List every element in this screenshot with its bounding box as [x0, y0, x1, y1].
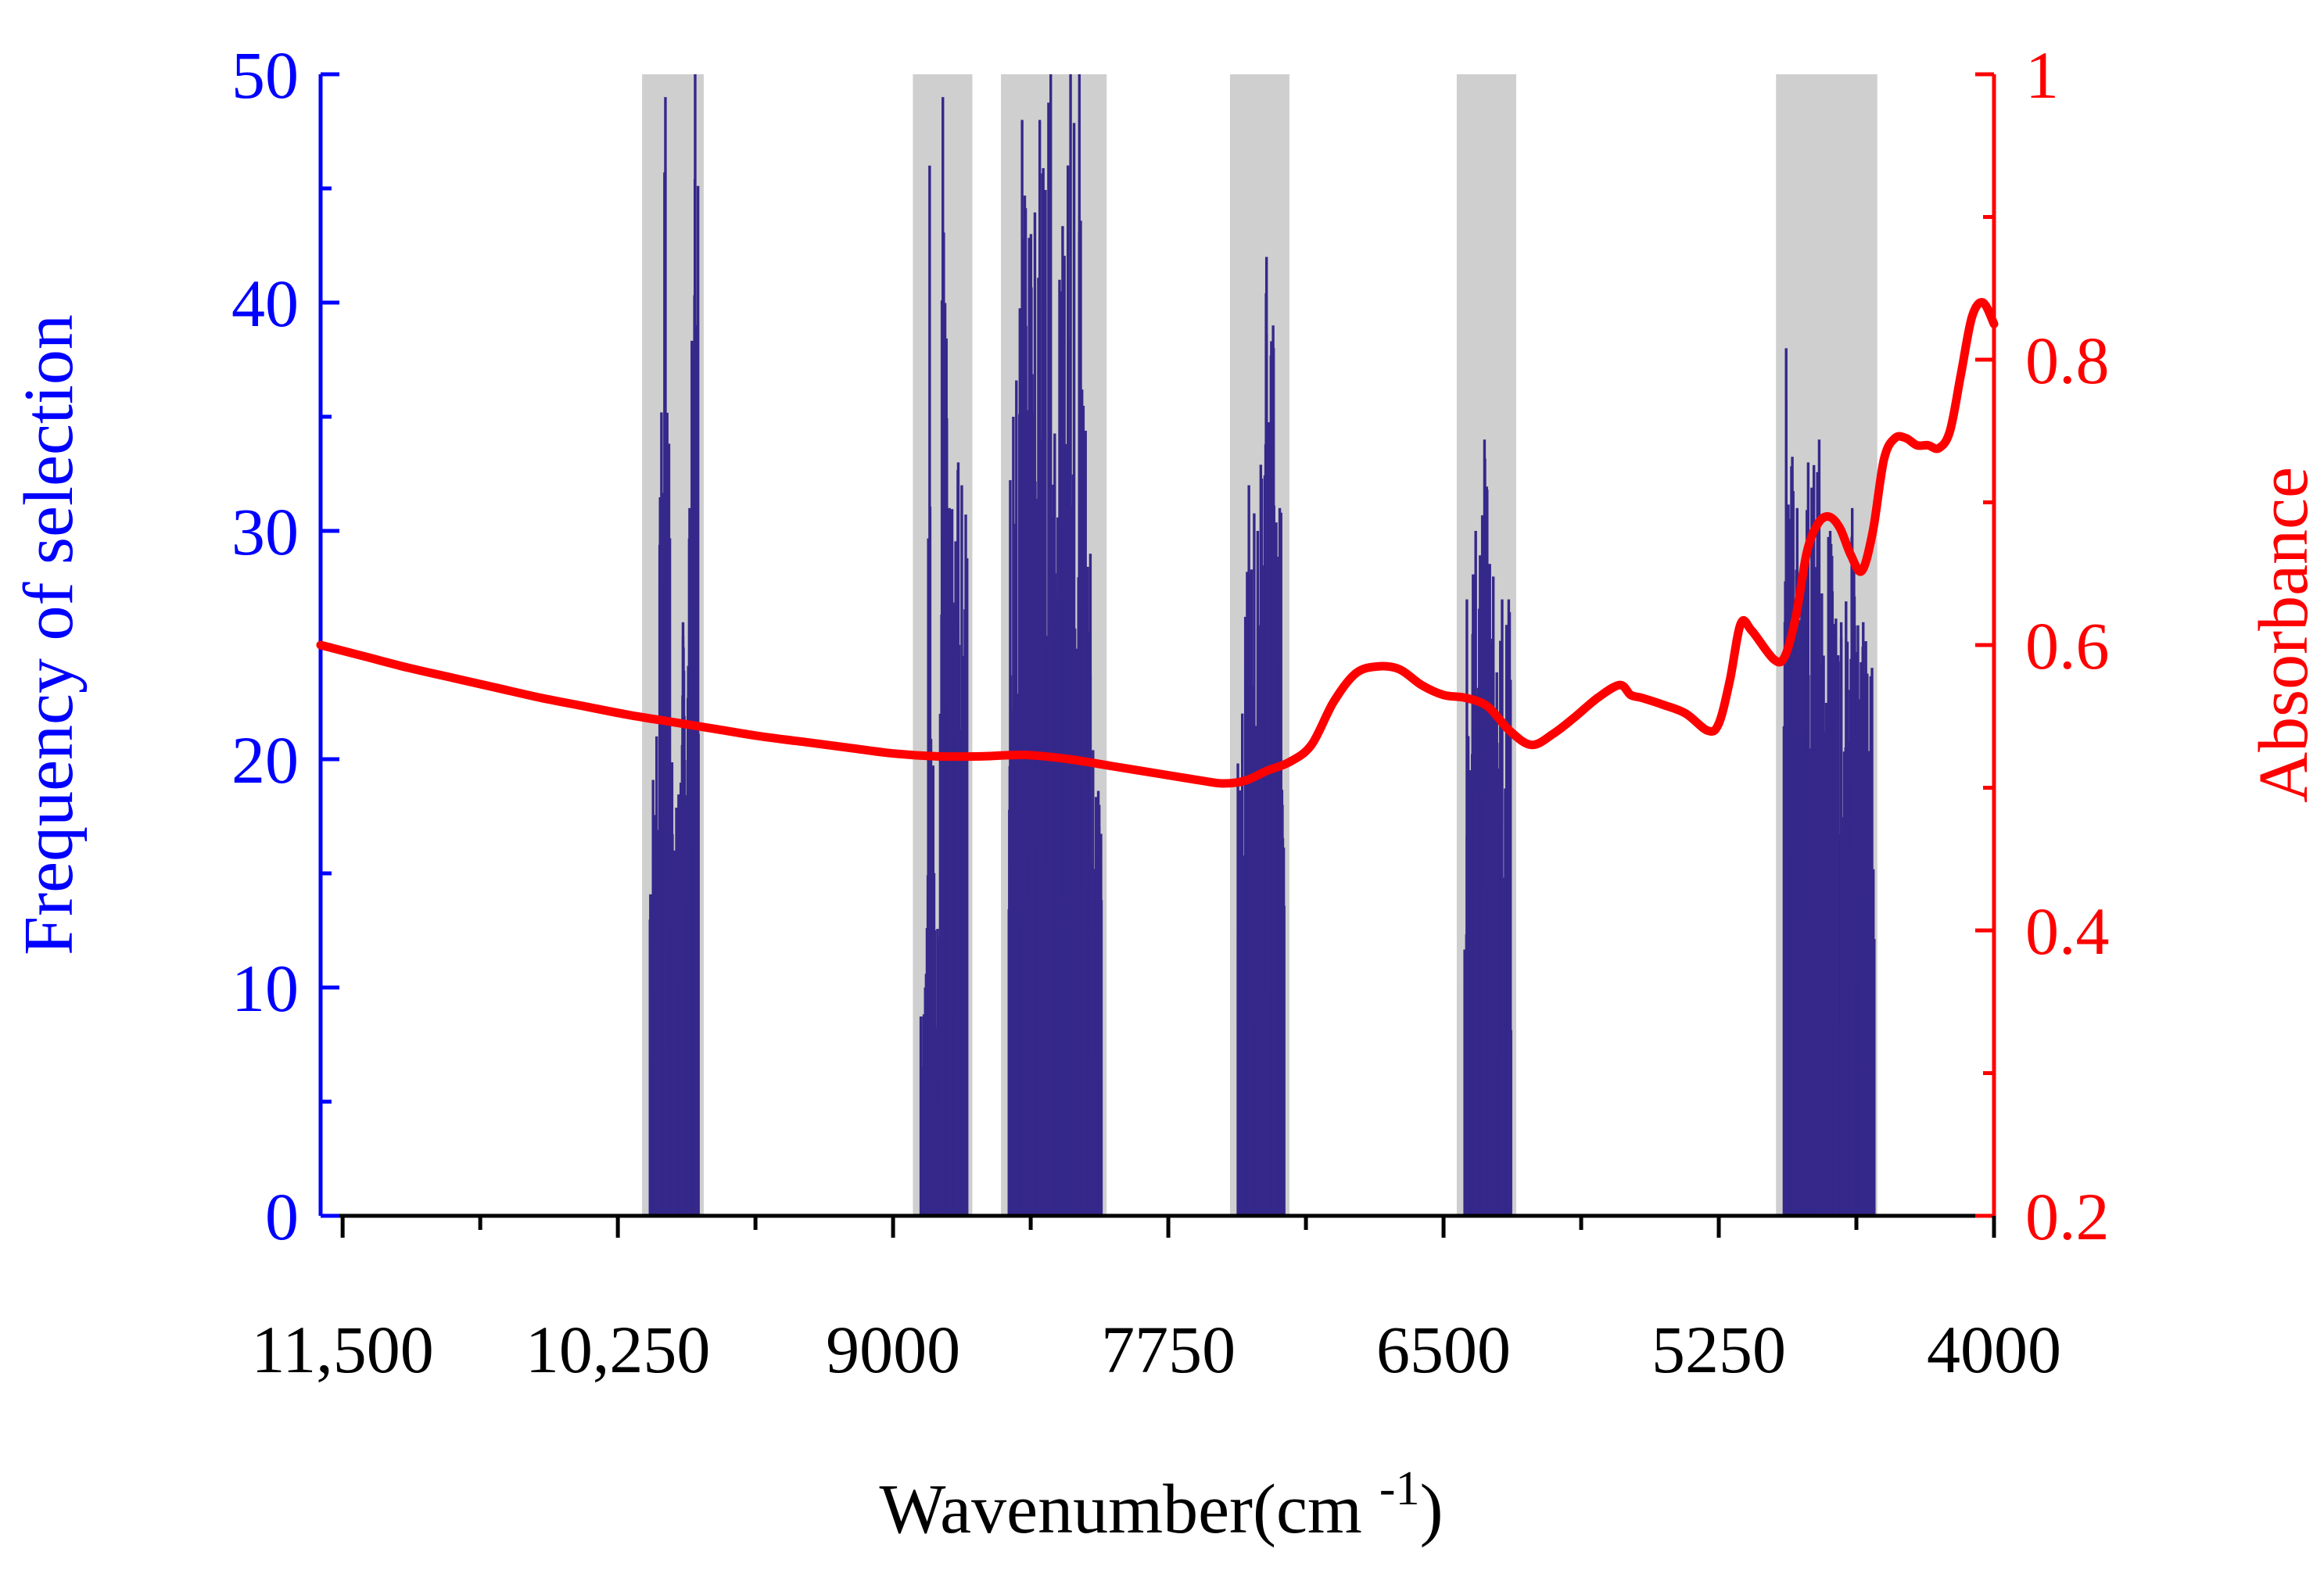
frequency-bar-peak — [1012, 417, 1015, 1216]
x-tick-label: 6500 — [1376, 1312, 1511, 1387]
frequency-bar-peak — [1465, 599, 1469, 1216]
y-left-tick-label: 20 — [231, 722, 299, 798]
frequency-bar-peak — [672, 850, 676, 1216]
y-right-tick-label: 0.2 — [2025, 1179, 2110, 1254]
x-tick-label: 4000 — [1927, 1312, 2061, 1387]
frequency-bar-peak — [1038, 120, 1042, 1216]
y-left-tick-label: 0 — [265, 1179, 299, 1254]
x-tick-label: 10,250 — [525, 1312, 711, 1387]
frequency-bar — [1812, 464, 1816, 1216]
frequency-bar — [1282, 905, 1286, 1216]
frequency-bar-peak — [956, 462, 960, 1216]
frequency-bar — [1509, 1030, 1512, 1216]
bar-group-5 — [1463, 439, 1512, 1216]
frequency-bar-peak — [1049, 74, 1053, 1216]
x-tick-label: 9000 — [826, 1312, 960, 1387]
frequency-bar-peak — [948, 507, 951, 1216]
frequency-bar-peak — [928, 165, 931, 1216]
frequency-bar-peak — [1278, 507, 1282, 1216]
frequency-bar — [1508, 679, 1512, 1216]
x-tick-label: 7750 — [1101, 1312, 1236, 1387]
frequency-bar-peak — [1241, 713, 1244, 1216]
frequency-bar — [1099, 900, 1103, 1216]
frequency-bar-peak — [1078, 74, 1081, 1216]
frequency-bar-peak — [1474, 531, 1477, 1216]
frequency-bar-peak — [1058, 279, 1061, 1216]
frequency-bar-peak — [1839, 622, 1843, 1216]
frequency-bars — [648, 74, 1876, 1217]
frequency-bar-peak — [1247, 485, 1250, 1216]
frequency-bar-peak — [1088, 554, 1092, 1216]
y-left-tick-label: 10 — [231, 951, 299, 1026]
x-axis-title-close: ) — [1420, 1471, 1444, 1548]
frequency-bar — [966, 558, 969, 1216]
bar-group-1 — [648, 74, 700, 1217]
frequency-bar-peak — [1492, 576, 1495, 1216]
bar-group-2 — [919, 97, 969, 1217]
y-right-tick-label: 0.6 — [2025, 608, 2110, 683]
frequency-bar-peak — [655, 736, 658, 1216]
frequency-bar-peak — [1784, 348, 1788, 1216]
x-axis-title-main: Wavenumber(cm — [879, 1471, 1361, 1548]
frequency-bar-peak — [1828, 531, 1832, 1216]
frequency-bar-peak — [1069, 74, 1072, 1216]
frequency-bar-peak — [694, 74, 697, 1216]
frequency-bar — [697, 733, 700, 1216]
frequency-bar — [696, 185, 700, 1216]
y-right-tick-label: 0.4 — [2025, 894, 2110, 969]
frequency-bar-peak — [1264, 256, 1268, 1217]
y-right-tick-label: 1 — [2025, 38, 2059, 113]
frequency-bar-peak — [1029, 234, 1033, 1216]
y-left-tick-label: 30 — [231, 494, 299, 569]
x-tick-label: 11,500 — [252, 1312, 434, 1387]
bar-group-3 — [1007, 74, 1103, 1217]
frequency-bar-peak — [1097, 805, 1101, 1216]
frequency-bar — [1253, 513, 1256, 1216]
y-axis-right-title: Absorbance — [2245, 467, 2322, 803]
frequency-bar-peak — [664, 97, 667, 1217]
frequency-bar-peak — [1507, 599, 1511, 1216]
y-left-tick-label: 50 — [231, 38, 299, 113]
frequency-bar-peak — [1483, 439, 1487, 1216]
frequency-bar-peak — [1501, 599, 1504, 1216]
frequency-bar-peak — [1870, 668, 1874, 1216]
frequency-bar-peak — [1817, 439, 1821, 1216]
frequency-bar-peak — [688, 507, 691, 1216]
frequency-bar-peak — [1806, 462, 1810, 1216]
frequency-bar-peak — [941, 97, 945, 1217]
frequency-bar-peak — [1795, 507, 1799, 1216]
bar-group-6 — [1782, 348, 1876, 1216]
frequency-bar — [1873, 938, 1876, 1216]
frequency-bar-peak — [681, 622, 685, 1216]
x-tick-label: 5250 — [1652, 1312, 1786, 1387]
frequency-bar-peak — [1862, 622, 1865, 1216]
y-left-tick-label: 40 — [231, 266, 299, 341]
x-axis-title: Wavenumber(cm -1) — [879, 1462, 1443, 1548]
frequency-bar-peak — [924, 988, 927, 1216]
x-axis-title-superscript: -1 — [1379, 1462, 1420, 1515]
axes: 0 10 20 30 40 50 0.2 0.4 0.6 0.8 1 11,500 10,250 9000… — [231, 38, 2110, 1387]
absorbance-line — [316, 298, 1999, 788]
frequency-bar-peak — [934, 1102, 938, 1216]
frequency-bar-peak — [1256, 531, 1260, 1216]
frequency-bar-peak — [1850, 507, 1854, 1216]
frequency-bar — [919, 1016, 923, 1216]
y-axis-left-title: Frequency of selection — [10, 314, 88, 955]
y-right-tick-label: 0.8 — [2025, 323, 2110, 398]
frequency-bar-peak — [1020, 120, 1024, 1216]
